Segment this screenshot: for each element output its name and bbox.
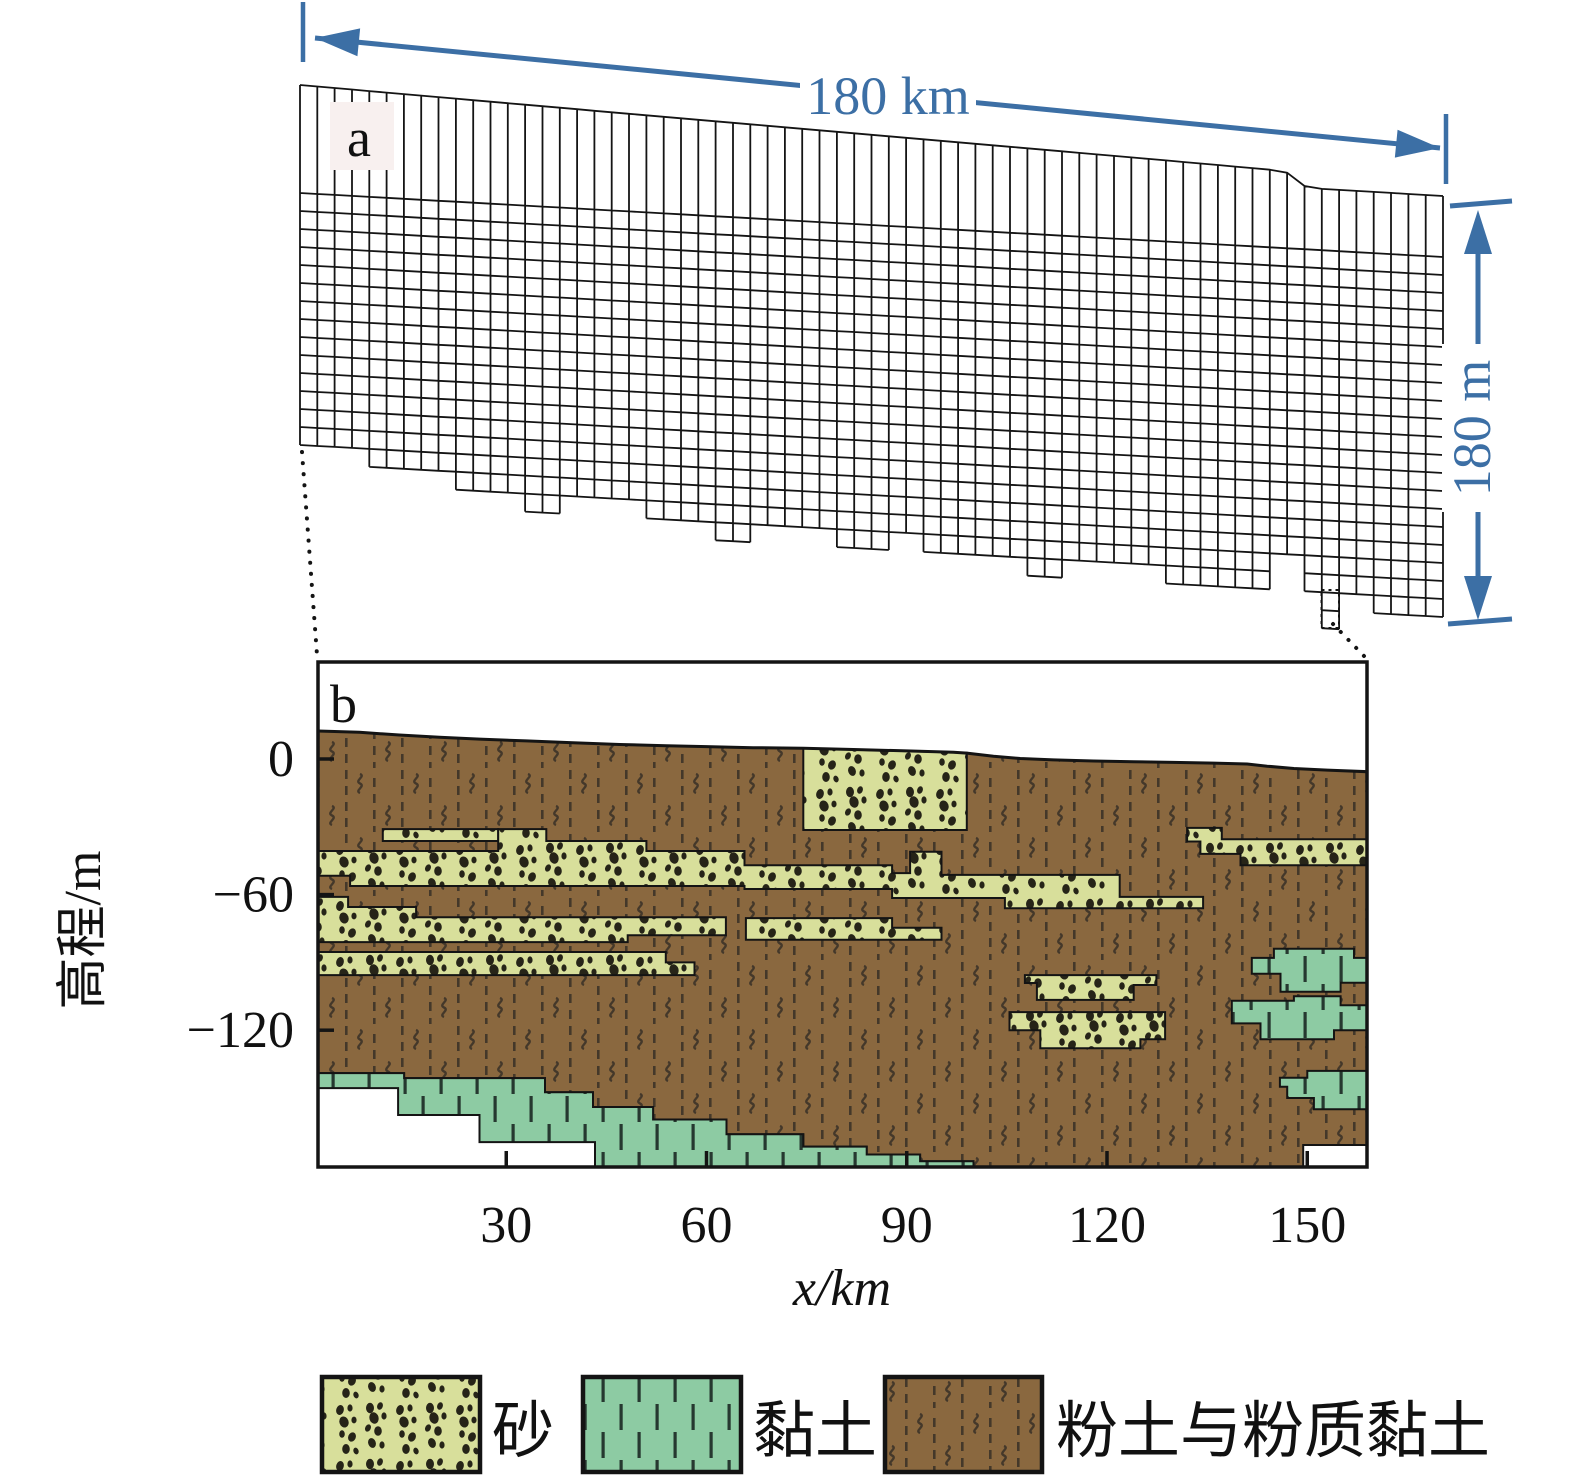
y-axis: 0 −60 −120 (187, 731, 334, 1059)
legend: 砂 黏土 粉土与粉质黏土 (319, 1374, 1490, 1475)
sand-body (1008, 1011, 1167, 1050)
sand-body (744, 917, 943, 941)
x-tick-label: 150 (1268, 1197, 1346, 1254)
zoom-connector-lines (300, 450, 1366, 658)
x-tick-label: 90 (881, 1197, 933, 1254)
arrowhead (1464, 576, 1492, 620)
finite-element-mesh (299, 84, 1444, 631)
x-tick-label: 120 (1068, 1197, 1146, 1254)
end-bar-bottom (1447, 616, 1513, 627)
legend-swatch-silt (882, 1374, 1045, 1475)
arrowhead (1394, 129, 1440, 158)
height-dimension-label: 180 m (1442, 360, 1502, 497)
clay-body (1278, 1069, 1367, 1111)
marked-cell-dotted-outline (1320, 589, 1340, 629)
connector-left-dotted-line (300, 450, 319, 657)
y-tick-label: −60 (213, 867, 294, 924)
x-tick-label: 30 (480, 1197, 532, 1254)
y-axis-title: 高程/m (55, 851, 112, 1010)
clay-body (1230, 995, 1367, 1041)
panel-a-label-background (330, 102, 394, 170)
legend-label-clay: 黏土 (753, 1398, 877, 1466)
clay-body (1250, 947, 1367, 993)
panel-b: b 30 60 90 120 150 0 −60 −120 x/km 高程/m (55, 660, 1369, 1317)
height-dimension-arrow (1447, 198, 1513, 627)
panel-a: a 180 km 180 m (299, 2, 1513, 658)
x-tick-label: 60 (681, 1197, 733, 1254)
geology-cross-section (318, 729, 1367, 1167)
y-tick-label: −120 (187, 1002, 294, 1059)
width-label-backing (800, 64, 976, 120)
legend-label-sand: 砂 (492, 1398, 554, 1466)
width-dimension-label: 180 km (806, 66, 970, 126)
arrowhead (1464, 210, 1492, 254)
panel-a-label: a (347, 108, 371, 168)
sand-body (318, 895, 727, 944)
sand-body (318, 828, 1205, 910)
legend-swatch-clay (580, 1374, 744, 1475)
end-bar-top (1449, 198, 1513, 209)
sand-body (381, 828, 500, 842)
legend-swatch-sand (319, 1374, 483, 1475)
panel-b-label: b (330, 674, 357, 734)
x-axis-title: x/km (792, 1260, 891, 1317)
connector-right-dotted-line (1331, 622, 1366, 658)
sand-body (802, 747, 968, 831)
clay-body (318, 1072, 975, 1167)
sand-body (318, 951, 696, 977)
panel-b-border (316, 660, 1369, 1169)
arrowhead (315, 28, 361, 57)
sand-body (1023, 974, 1158, 1001)
sand-body (1186, 826, 1367, 867)
y-tick-label: 0 (268, 731, 294, 788)
x-axis: 30 60 90 120 150 (480, 1151, 1346, 1254)
mesh-grid-lines (299, 84, 1444, 631)
height-label-backing (1442, 344, 1498, 512)
legend-label-silt: 粉土与粉质黏土 (1056, 1398, 1490, 1466)
ground-surface-line (318, 729, 1367, 774)
width-dimension-arrow (300, 2, 1449, 184)
